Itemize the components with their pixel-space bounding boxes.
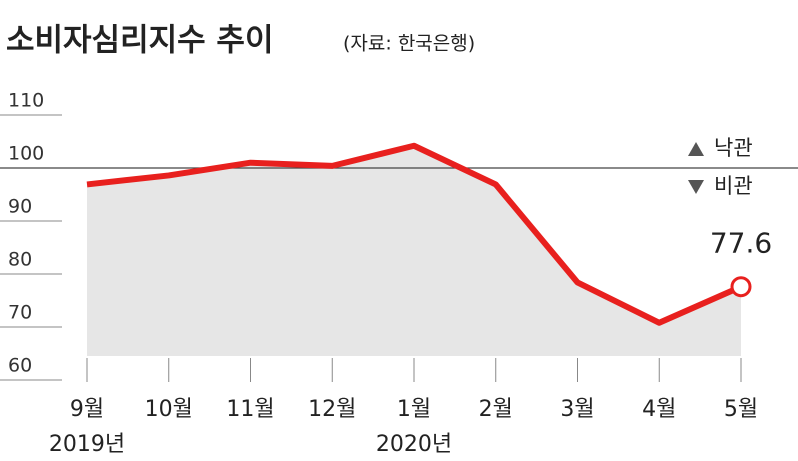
chart-subtitle: (자료: 한국은행) [343,33,475,55]
y-tick-label: 60 [8,355,32,377]
x-tick-label: 11월 [226,397,274,422]
chart-title: 소비자심리지수 추이 [6,23,273,59]
x-tick-label: 10월 [145,397,193,422]
year-label: 2020년 [376,432,452,457]
x-tick-label: 2월 [479,397,513,422]
y-tick-label: 90 [8,196,32,218]
y-tick-label: 100 [8,143,44,165]
x-tick-label: 4월 [642,397,676,422]
x-tick-label: 12월 [308,397,356,422]
value-label: 77.6 [710,227,772,260]
legend-label: 비관 [714,174,753,198]
y-tick-label: 110 [8,90,44,112]
legend-up [688,142,704,156]
area [87,145,741,356]
line [86,142,743,326]
x-tick-label: 9월 [70,397,104,422]
end-marker [730,276,752,298]
y-tick-label: 70 [8,302,32,324]
legend-down [688,180,704,194]
x-tick-label: 5월 [724,397,758,422]
year-label: 2019년 [49,432,125,457]
y-tick-label: 80 [8,249,32,271]
x-tick-label: 1월 [397,397,431,422]
x-tick-label: 3월 [560,397,594,422]
legend-label: 낙관 [714,136,753,160]
